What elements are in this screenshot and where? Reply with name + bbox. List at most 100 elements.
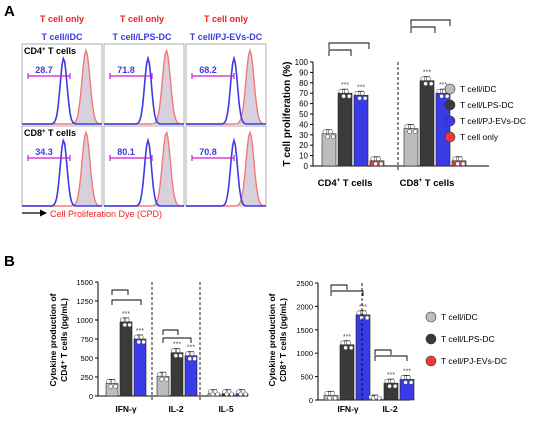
row-label-rest: T cells: [46, 128, 77, 138]
data-point: [420, 76, 426, 82]
y-tick-label: 10: [299, 152, 308, 161]
significance-mark: ***: [341, 82, 349, 89]
data-point: [185, 351, 190, 357]
data-point: [171, 348, 176, 353]
gate-value: 34.3: [35, 147, 53, 157]
histogram-column-headers: T cell only T cell/iDC T cell only T cel…: [40, 14, 263, 42]
histogram-fill: [22, 50, 102, 124]
x-category-label: CD8+ T cells: [400, 178, 455, 189]
data-point: [378, 161, 384, 167]
comparison-bracket: [111, 289, 129, 295]
y-tick-label: 750: [80, 335, 93, 344]
x-category-label: IL-2: [382, 404, 397, 414]
legend-swatch: [425, 355, 437, 367]
y-tick-label: 50: [299, 110, 308, 119]
data-point: [407, 129, 412, 134]
data-point: [408, 380, 414, 385]
y-tick-label: 1000: [76, 316, 93, 325]
histogram-fill: [22, 132, 102, 206]
legend-label: T cell only: [460, 132, 499, 142]
y-tick-label: 0: [309, 396, 313, 405]
data-point: [410, 124, 415, 129]
comparison-bracket: [162, 337, 192, 343]
data-point: [138, 334, 144, 340]
y-tick-label: 40: [299, 120, 308, 129]
row-label-sup: +: [42, 129, 46, 135]
data-point: [106, 379, 111, 384]
histogram-fill: [186, 132, 266, 206]
significance-mark: ***: [187, 345, 195, 352]
y-tick-label: 100: [295, 58, 309, 67]
data-point: [134, 334, 139, 340]
data-point: [428, 81, 434, 87]
data-point: [110, 379, 116, 384]
data-point: [376, 156, 381, 162]
histogram-blue-curve: [186, 137, 266, 207]
data-point: [124, 317, 130, 323]
data-point: [460, 161, 466, 167]
legend-label: T cell/LPS-DC: [460, 100, 514, 110]
y-tick-label: 1500: [296, 326, 313, 335]
y-tick-label: 2500: [296, 279, 313, 288]
histogram-blue-curve: [186, 55, 266, 125]
significance-mark: ***: [357, 84, 365, 91]
cd8-cytokine-chart: 0 500 1000 1500 2000 2500 *** *** *** *** Cytokine…: [267, 279, 415, 414]
data-point: [439, 93, 444, 99]
x-label-rest: T cells: [422, 178, 454, 189]
data-point: [423, 81, 428, 87]
col-header-top: T cell only: [204, 14, 248, 24]
legend-swatch: [425, 311, 437, 323]
bar: [339, 344, 355, 401]
data-point: [229, 391, 234, 397]
gate-value: 68.2: [199, 65, 217, 75]
bar: [337, 92, 353, 167]
gate-value: 71.8: [117, 65, 135, 75]
legend-swatch: [425, 333, 437, 345]
data-point: [406, 375, 411, 380]
y-tick-label: 20: [299, 141, 308, 150]
significance-mark: ***: [343, 334, 351, 341]
y-tick-label: 1500: [76, 278, 93, 287]
legend-b: T cell/iDC T cell/LPS-DC T cell/PJ-EVs-DC: [425, 311, 507, 367]
data-point: [444, 93, 450, 99]
data-point: [404, 124, 410, 129]
data-point: [338, 88, 344, 94]
y-tick-label: 60: [299, 100, 308, 109]
data-point: [384, 378, 390, 384]
histogram-grid: 28.7 71.8 68.2 CD4+ T cells 34.3 80.1 70.8 CD8+…: [21, 43, 267, 207]
comparison-bracket: [410, 19, 451, 26]
x-category-label: IL-5: [218, 404, 233, 414]
data-point: [330, 391, 335, 396]
comparison-bracket: [330, 290, 364, 296]
legend-label: T cell/iDC: [460, 84, 497, 94]
data-point: [356, 310, 362, 316]
data-point: [127, 322, 132, 328]
data-point: [322, 129, 328, 135]
bar: [419, 80, 435, 167]
data-point: [141, 339, 146, 345]
cd4-cytokine-chart: 0 250 500 750 1000 1250 1500 *** *** *** *** Cytoki…: [48, 278, 249, 414]
bar: [133, 338, 147, 397]
gate-value: 28.7: [35, 65, 53, 75]
legend-label: T cell/LPS-DC: [441, 334, 495, 344]
data-point: [400, 375, 406, 380]
y-tick-label: 0: [304, 162, 309, 171]
data-point: [362, 95, 368, 101]
data-point: [458, 156, 463, 162]
y-tick-label: 500: [300, 373, 313, 382]
data-point: [436, 88, 442, 94]
comparison-bracket: [374, 355, 408, 361]
row-label: CD4+ T cells: [24, 46, 76, 56]
comparison-bracket: [111, 299, 142, 305]
data-point: [159, 376, 165, 382]
y-tick-label: 0: [89, 392, 93, 401]
data-point: [187, 356, 193, 362]
data-point: [332, 395, 338, 401]
col-header-bottom: T cell/iDC: [41, 32, 83, 42]
bar: [170, 352, 184, 397]
y-axis-title-2: CD4⁺ T cells (pg/mL): [59, 298, 69, 382]
data-point: [341, 93, 346, 99]
y-tick-label: 250: [80, 373, 93, 382]
legend-swatch: [444, 99, 456, 111]
